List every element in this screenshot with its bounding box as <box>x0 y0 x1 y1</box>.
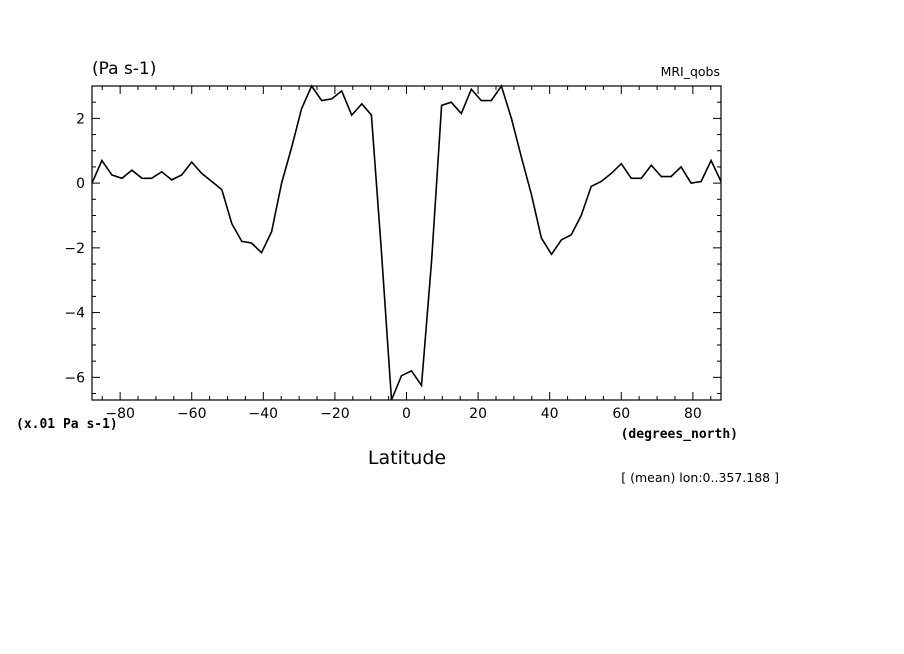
data-point <box>550 253 553 255</box>
y-tick-label: 0 <box>76 176 85 192</box>
dataset-label: MRI_qobs <box>661 64 720 79</box>
x-tick-label: 20 <box>469 406 487 422</box>
data-point <box>580 214 582 217</box>
data-point <box>470 88 472 90</box>
data-point <box>131 169 133 171</box>
units-label: (Pa s-1) <box>92 59 156 79</box>
data-point <box>201 172 203 175</box>
data-point <box>520 156 523 158</box>
data-point <box>690 182 692 184</box>
y-tick-label: −6 <box>64 370 85 386</box>
series-line <box>91 84 722 401</box>
data-point <box>720 180 722 183</box>
data-point <box>141 177 143 179</box>
data-point <box>540 237 543 239</box>
data-point <box>191 161 193 163</box>
data-point <box>151 177 153 179</box>
data-point <box>171 179 173 181</box>
data-point <box>700 180 702 183</box>
data-point <box>121 177 123 179</box>
data-point <box>111 174 113 176</box>
data-point <box>370 114 373 116</box>
data-point <box>301 108 303 110</box>
data-point <box>410 370 413 372</box>
x-tick-label: 0 <box>402 406 411 422</box>
data-point <box>270 231 273 233</box>
data-point <box>490 99 492 102</box>
x-tick-label: 80 <box>684 406 702 422</box>
data-point <box>311 85 313 87</box>
data-point <box>331 98 333 100</box>
data-point <box>460 112 462 115</box>
data-point <box>640 177 642 179</box>
data-point <box>620 163 622 165</box>
x-tick-label: −80 <box>105 406 135 422</box>
data-point <box>280 182 283 184</box>
data-point <box>450 101 452 103</box>
y-tick-label: −4 <box>64 306 85 322</box>
y-tick-label: −2 <box>64 241 85 257</box>
data-point <box>500 85 502 87</box>
y-tick-label: 2 <box>76 111 85 127</box>
x-tick-label: 40 <box>541 406 559 422</box>
data-point <box>590 185 592 187</box>
data-point <box>361 103 363 105</box>
data-point <box>710 159 712 162</box>
data-point <box>211 180 213 183</box>
data-point <box>101 159 103 162</box>
data-point <box>440 104 443 107</box>
data-point <box>420 384 423 387</box>
data-point <box>570 234 572 236</box>
data-point <box>660 176 662 178</box>
data-point <box>321 99 323 102</box>
data-point <box>250 242 253 244</box>
data-point <box>670 176 672 178</box>
data-point <box>630 177 632 179</box>
data-point <box>680 166 682 168</box>
data-point <box>241 240 243 242</box>
data-point <box>560 239 563 241</box>
scale-note: (x.01 Pa s-1) <box>16 417 118 432</box>
data-point <box>341 90 343 92</box>
data-point <box>380 250 383 252</box>
data-point <box>161 171 163 173</box>
axis-ticks <box>92 85 721 400</box>
x-tick-label: −60 <box>177 406 207 422</box>
data-point <box>400 375 403 377</box>
x-tick-label: −40 <box>249 406 279 422</box>
footnote: [ (mean) lon:0..357.188 ] <box>621 470 779 485</box>
data-point <box>181 174 183 176</box>
data-point <box>430 260 433 262</box>
x-axis-title: Latitude <box>368 447 446 469</box>
data-point <box>290 146 293 149</box>
x-tick-label: 60 <box>612 406 630 422</box>
data-point <box>390 399 393 401</box>
data-point <box>221 188 223 191</box>
data-point <box>231 222 233 225</box>
plot-frame <box>91 85 722 401</box>
x-tick-label: −20 <box>320 406 350 422</box>
series-group <box>91 84 722 401</box>
data-point <box>650 164 652 166</box>
data-point <box>260 252 263 254</box>
data-point <box>480 99 482 102</box>
data-point <box>351 114 353 116</box>
x-units-label: (degrees_north) <box>621 427 738 442</box>
data-point <box>91 182 93 184</box>
data-point <box>610 172 612 175</box>
data-point <box>530 193 533 196</box>
data-point <box>510 117 512 119</box>
data-point <box>600 180 602 183</box>
